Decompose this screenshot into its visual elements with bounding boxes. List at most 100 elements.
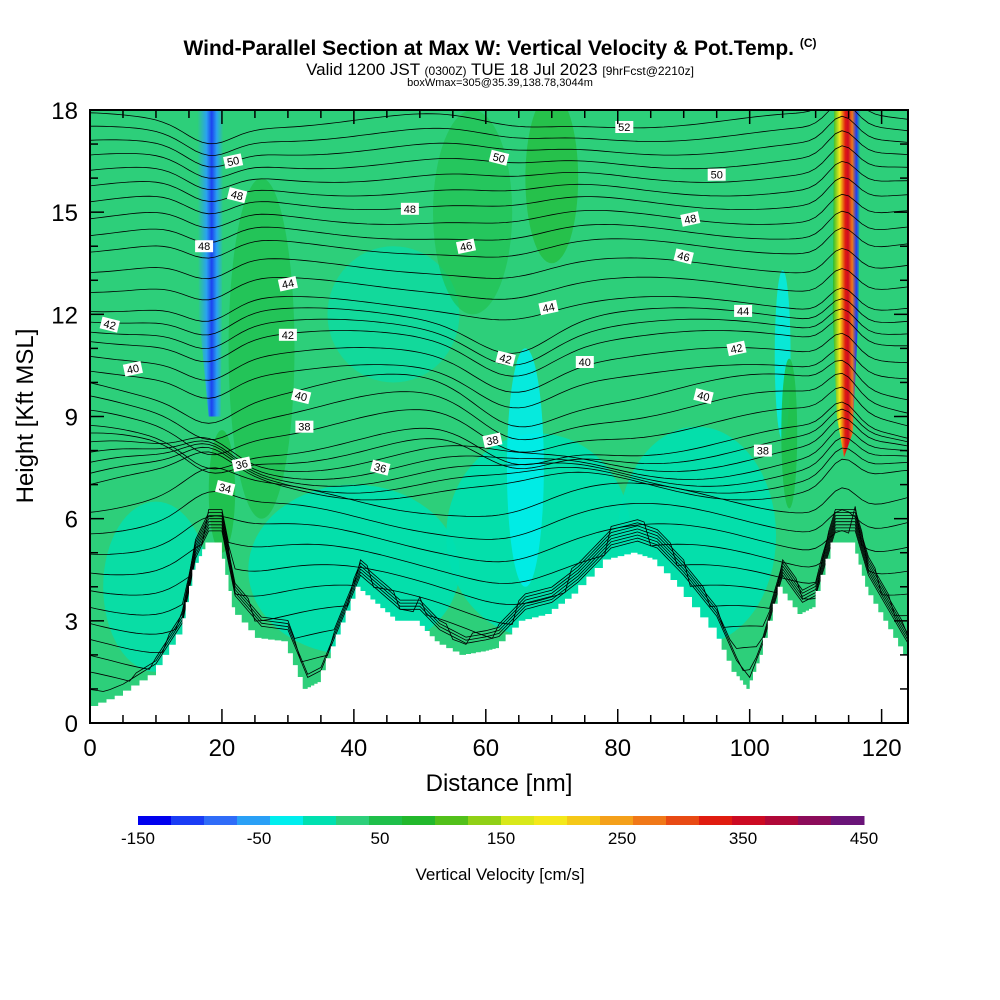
colorbar-swatch bbox=[402, 816, 436, 825]
colorbar-swatch bbox=[171, 816, 205, 825]
contour-label: 40 bbox=[122, 361, 143, 377]
contour-label: 42 bbox=[726, 340, 747, 357]
terrain-mask bbox=[90, 542, 908, 723]
contour-label: 38 bbox=[295, 420, 314, 434]
contour-label-bg bbox=[538, 299, 559, 316]
contour-label: 48 bbox=[680, 211, 701, 227]
colorbar-tick-label: 150 bbox=[487, 829, 515, 848]
x-tick-label: 0 bbox=[83, 735, 96, 762]
theta-contour-line bbox=[90, 247, 908, 280]
contour-label-text: 38 bbox=[757, 446, 769, 458]
contour-label-text: 48 bbox=[198, 241, 210, 253]
contour-label-bg bbox=[482, 432, 503, 449]
theta-contour-line bbox=[90, 268, 908, 301]
theta-contour-line bbox=[90, 160, 908, 202]
y-tick-label: 0 bbox=[65, 711, 78, 738]
theta-contour-line bbox=[90, 506, 908, 563]
colorbar-swatch bbox=[204, 816, 238, 825]
theta-contour-line bbox=[90, 518, 908, 639]
velocity-region bbox=[525, 110, 579, 264]
contour-label: 52 bbox=[615, 121, 634, 134]
theta-contour-line bbox=[90, 509, 908, 584]
x-tick-label: 20 bbox=[209, 735, 236, 762]
theta-contour-line bbox=[90, 359, 908, 428]
colorbar-swatch bbox=[831, 816, 865, 825]
x-tick-label: 100 bbox=[730, 735, 770, 762]
colorbar-swatch bbox=[567, 816, 601, 825]
contour-label-text: 42 bbox=[729, 342, 743, 356]
contour-label-text: 50 bbox=[226, 155, 240, 169]
y-tick-label: 6 bbox=[65, 507, 78, 534]
theta-contour-line bbox=[90, 467, 908, 517]
contour-label-bg bbox=[215, 480, 236, 496]
contour-label: 48 bbox=[226, 187, 248, 204]
valid-date: TUE 18 Jul 2023 bbox=[470, 60, 598, 79]
colorbar-swatch bbox=[666, 816, 700, 825]
valid-time-line: Valid 1200 JST (0300Z) TUE 18 Jul 2023 [… bbox=[0, 60, 1000, 80]
theta-contour-line bbox=[90, 512, 908, 605]
contour-label-text: 52 bbox=[618, 122, 630, 134]
contour-label: 44 bbox=[538, 299, 559, 316]
colorbar-swatch bbox=[138, 816, 172, 825]
contour-label-text: 44 bbox=[541, 301, 555, 315]
contour-label-text: 44 bbox=[281, 278, 295, 292]
y-axis-label: Height [Kft MSL] bbox=[12, 329, 39, 504]
contour-label: 40 bbox=[575, 356, 594, 369]
y-tick-label: 9 bbox=[65, 405, 78, 432]
contour-label: 42 bbox=[99, 316, 120, 333]
contour-label-bg bbox=[753, 444, 772, 457]
contour-label-bg bbox=[488, 149, 510, 166]
contour-label-bg bbox=[226, 187, 248, 204]
contour-label-bg bbox=[231, 456, 252, 472]
velocity-region bbox=[327, 246, 460, 383]
theta-contour-line bbox=[90, 426, 908, 480]
y-tick-label: 18 bbox=[51, 98, 78, 125]
contour-label-text: 38 bbox=[485, 434, 499, 448]
contour-label: 38 bbox=[482, 432, 503, 449]
valid-utc: (0300Z) bbox=[424, 64, 467, 78]
theta-contour-line bbox=[90, 527, 908, 682]
downdraft-column bbox=[197, 110, 224, 417]
x-tick-label: 80 bbox=[604, 735, 631, 762]
contour-label: 50 bbox=[707, 168, 726, 182]
contour-label-bg bbox=[734, 304, 753, 317]
theta-contour-line bbox=[90, 436, 908, 487]
contour-label-text: 42 bbox=[498, 352, 513, 367]
contour-label: 46 bbox=[455, 238, 477, 254]
x-axis: 0 20 40 60 80 100 120 bbox=[83, 110, 902, 762]
colorbar-swatch bbox=[369, 816, 403, 825]
contour-label-text: 48 bbox=[683, 213, 697, 227]
colorbar-swatch bbox=[435, 816, 469, 825]
colorbar-tick-label: 250 bbox=[608, 829, 636, 848]
colorbar-swatch bbox=[798, 816, 832, 825]
contour-label-bg bbox=[223, 153, 244, 169]
theta-contours bbox=[90, 110, 908, 692]
contour-label-text: 50 bbox=[711, 170, 723, 182]
contour-label-bg bbox=[122, 361, 143, 377]
contour-label-text: 40 bbox=[293, 390, 308, 405]
contour-label-text: 44 bbox=[737, 306, 749, 318]
contour-label-text: 40 bbox=[579, 357, 591, 369]
y-tick-label: 3 bbox=[65, 609, 78, 636]
colorbar-tick-label: 50 bbox=[371, 829, 390, 848]
contour-label-bg bbox=[400, 202, 419, 215]
velocity-region bbox=[103, 501, 209, 672]
contour-label-bg bbox=[693, 388, 714, 405]
theta-contour-line bbox=[90, 408, 908, 474]
colorbar-swatch bbox=[765, 816, 799, 825]
contour-label-bg bbox=[615, 121, 634, 133]
contour-label-text: 46 bbox=[676, 250, 691, 265]
contour-label: 46 bbox=[673, 248, 694, 265]
theta-contour-line bbox=[90, 530, 908, 692]
x-tick-label: 40 bbox=[341, 735, 368, 762]
theta-contour-line bbox=[90, 317, 908, 377]
colorbar-swatch bbox=[699, 816, 733, 825]
theta-contour-line bbox=[90, 110, 908, 156]
contour-label-text: 36 bbox=[373, 461, 388, 476]
contour-label-bg bbox=[295, 420, 314, 433]
theta-contour-line bbox=[90, 193, 908, 229]
forecast-info: [9hrFcst@2210z] bbox=[602, 64, 694, 78]
contour-label-text: 36 bbox=[235, 458, 249, 472]
